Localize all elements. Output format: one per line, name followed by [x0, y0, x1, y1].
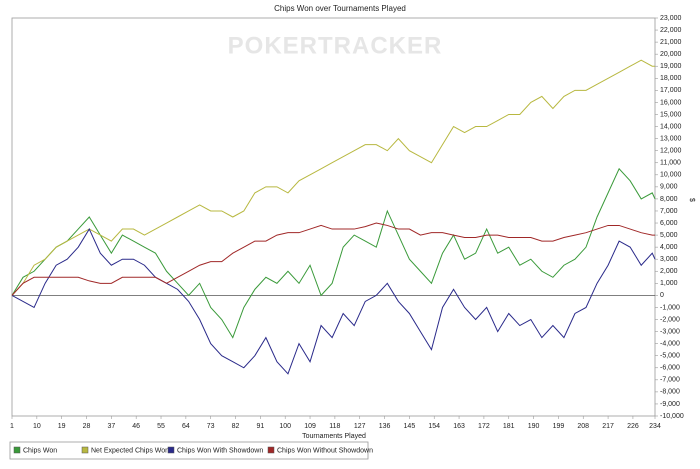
y-tick-label: 4,000 [660, 244, 678, 251]
y-tick-label: -9,000 [660, 401, 680, 408]
x-tick-label: 163 [453, 423, 465, 430]
y-tick-label: 15,000 [660, 111, 682, 118]
x-tick-label: 217 [602, 423, 614, 430]
y-tick-label: 20,000 [660, 51, 682, 58]
x-tick-label: 190 [528, 423, 540, 430]
x-tick-label: 10 [33, 423, 41, 430]
legend-swatch[interactable] [13, 446, 21, 454]
x-tick-label: 208 [577, 423, 589, 430]
plot-frame [11, 17, 656, 417]
legend-label[interactable]: Net Expected Chips Won [91, 447, 169, 454]
y-tick-label: -7,000 [660, 377, 680, 384]
y-tick-label: 19,000 [660, 63, 682, 70]
x-tick-label: 55 [157, 423, 165, 430]
y-tick-label: 13,000 [660, 135, 682, 142]
y-tick-label: 11,000 [660, 160, 681, 167]
y-tick-label: -2,000 [660, 316, 680, 323]
y-tick-label: 1,000 [660, 280, 678, 287]
series-line [11, 167, 656, 339]
legend-label[interactable]: Chips Won Without Showdown [277, 447, 373, 454]
x-axis-title: Tournaments Played [302, 433, 366, 440]
y-tick-label: 7,000 [660, 208, 678, 215]
y-tick-label: 10,000 [660, 172, 682, 179]
y-tick-label: 9,000 [660, 184, 678, 191]
y-tick-label: -4,000 [660, 340, 680, 347]
y-tick-label: 18,000 [660, 75, 682, 82]
x-tick-label: 226 [627, 423, 639, 430]
x-tick-label: 199 [553, 423, 565, 430]
x-tick-label: 145 [404, 423, 416, 430]
y-tick-label: 16,000 [660, 99, 682, 106]
y-tick-label: 14,000 [660, 123, 682, 130]
y-tick-label: -8,000 [660, 389, 680, 396]
x-tick-label: 234 [649, 423, 661, 430]
x-tick-label: 64 [182, 423, 190, 430]
x-tick-label: 118 [329, 423, 340, 430]
y-tick-label: -1,000 [660, 304, 680, 311]
y-tick-label: 12,000 [660, 148, 682, 155]
legend-swatch[interactable] [81, 446, 89, 454]
y-tick-label: 17,000 [660, 87, 682, 94]
x-tick-label: 109 [304, 423, 316, 430]
x-tick-label: 91 [256, 423, 264, 430]
x-tick-label: 82 [232, 423, 240, 430]
x-tick-label: 181 [503, 423, 515, 430]
legend-label[interactable]: Chips Won [23, 447, 57, 454]
x-tick-label: 46 [132, 423, 140, 430]
y-tick-label: 0 [660, 292, 664, 299]
y-tick-label: 23,000 [660, 15, 682, 22]
y-tick-label: 2,000 [660, 268, 678, 275]
chart-title: Chips Won over Tournaments Played [274, 4, 406, 13]
x-tick-label: 19 [58, 423, 66, 430]
y-tick-label: -3,000 [660, 328, 680, 335]
legend-swatch[interactable] [167, 446, 175, 454]
y-tick-label: 5,000 [660, 232, 678, 239]
y-tick-label: 22,000 [660, 27, 682, 34]
y-tick-label: -6,000 [660, 365, 680, 372]
x-tick-label: 37 [107, 423, 115, 430]
x-tick-label: 154 [428, 423, 440, 430]
x-tick-label: 127 [354, 423, 366, 430]
x-tick-label: 1 [10, 423, 14, 430]
legend-swatch[interactable] [267, 446, 275, 454]
x-tick-label: 73 [207, 423, 215, 430]
x-tick-label: 172 [478, 423, 490, 430]
y-axis-title: $ [688, 198, 695, 202]
series-line [11, 222, 655, 296]
y-tick-label: 3,000 [660, 256, 678, 263]
y-tick-label: -5,000 [660, 353, 680, 360]
series-line [11, 59, 655, 296]
series-line [11, 227, 656, 375]
watermark: POKERTRACKER [228, 32, 443, 59]
legend-label[interactable]: Chips Won With Showdown [177, 447, 263, 454]
x-tick-label: 28 [83, 423, 91, 430]
x-tick-label: 100 [279, 423, 291, 430]
y-tick-label: 6,000 [660, 220, 678, 227]
y-tick-label: -10,000 [660, 413, 684, 420]
y-tick-label: 8,000 [660, 196, 678, 203]
x-tick-label: 136 [379, 423, 391, 430]
legend-box [9, 441, 369, 460]
y-tick-label: 21,000 [660, 39, 682, 46]
